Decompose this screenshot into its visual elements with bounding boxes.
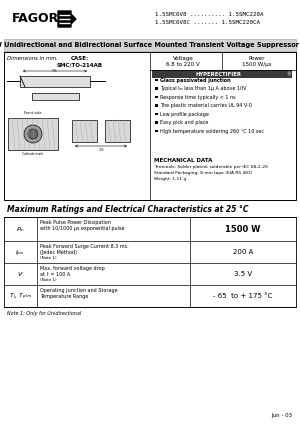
Text: Vⁱ: Vⁱ [18,272,23,277]
Text: SMC/TO-214AB: SMC/TO-214AB [57,62,103,67]
Text: Note 1: Only for Unidirectional: Note 1: Only for Unidirectional [7,311,81,316]
Circle shape [28,129,38,139]
Text: HYPERECTIFIER: HYPERECTIFIER [195,71,241,76]
Circle shape [24,125,42,143]
Bar [4,39,296,51]
Text: 1.5SMC6V8C ....... 1.5SMC220CA: 1.5SMC6V8C ....... 1.5SMC220CA [155,20,260,25]
Text: 7.6: 7.6 [52,69,58,73]
Bar [155,96,158,98]
Text: 6.8 to 220 V: 6.8 to 220 V [166,62,200,67]
Text: 200 A: 200 A [233,249,253,255]
Text: Easy pick and place: Easy pick and place [160,120,208,125]
Text: Pₘ: Pₘ [17,227,24,232]
Text: Low profile package: Low profile package [160,111,209,116]
Text: Cathode mark: Cathode mark [22,152,44,156]
Bar [4,52,296,200]
Text: FAGOR: FAGOR [12,11,59,25]
Text: Standard Packaging: 8 mm tape (EIA RS 481): Standard Packaging: 8 mm tape (EIA RS 48… [154,171,252,175]
Bar [155,113,158,115]
Text: Jun - 03: Jun - 03 [271,413,292,418]
Bar [155,87,158,90]
Bar [32,93,79,100]
Text: Typical Iₘ less than 1μ A above 10V: Typical Iₘ less than 1μ A above 10V [160,86,247,91]
Text: Response time typically < 1 ns: Response time typically < 1 ns [160,94,236,99]
Text: (Jedec Method): (Jedec Method) [40,250,77,255]
Bar [152,70,292,78]
Text: CASE:: CASE: [71,56,89,61]
Bar [155,79,158,81]
Text: High temperature soldering 260 °C 10 sec: High temperature soldering 260 °C 10 sec [160,128,264,133]
Text: Maximum Ratings and Electrical Characteristics at 25 °C: Maximum Ratings and Electrical Character… [7,205,248,214]
Text: Tⱼ, Tₚₜₘ: Tⱼ, Tₚₜₘ [10,294,31,298]
Bar [4,217,296,307]
Text: The plastic material carries UL 94 V-0: The plastic material carries UL 94 V-0 [160,103,252,108]
Text: Power: Power [249,56,265,61]
Text: Peak Pulse Power Dissipation: Peak Pulse Power Dissipation [40,220,111,225]
Text: Terminals: Solder plated, solderable per IEC 68-2-20: Terminals: Solder plated, solderable per… [154,165,268,169]
Bar [20,76,90,87]
Bar [155,104,158,107]
Text: 1500 W Unidirectional and Bidirectional Surface Mounted Transient Voltage Suppre: 1500 W Unidirectional and Bidirectional … [0,42,300,48]
Text: Operating Junction and Storage: Operating Junction and Storage [40,288,118,293]
Text: (Note 1): (Note 1) [40,278,57,282]
Text: 3.5 V: 3.5 V [234,271,252,277]
Text: 1.5SMC6V8 .......... 1.5SMC220A: 1.5SMC6V8 .......... 1.5SMC220A [155,11,263,17]
Bar [105,120,130,142]
Text: Iₚₘ: Iₚₘ [16,249,25,255]
Text: 1500 W/μs: 1500 W/μs [242,62,272,67]
Text: Temperature Range: Temperature Range [40,294,88,299]
Text: at Iⁱ = 100 A: at Iⁱ = 100 A [40,272,70,277]
Bar [155,130,158,132]
Text: MECHANICAL DATA: MECHANICAL DATA [154,158,212,163]
Text: ®: ® [286,72,291,77]
Bar [72,120,97,142]
Bar [155,121,158,124]
Text: Front side: Front side [24,111,42,115]
Text: Max. forward voltage drop: Max. forward voltage drop [40,266,105,271]
Text: (Note 1): (Note 1) [40,256,57,260]
Text: Peak Forward Surge Current 8.3 ms.: Peak Forward Surge Current 8.3 ms. [40,244,129,249]
Bar [8,118,58,150]
Text: Dimensions in mm.: Dimensions in mm. [7,56,58,61]
Text: with 10/1000 μs exponential pulse: with 10/1000 μs exponential pulse [40,226,124,231]
Text: Glass passivated junction: Glass passivated junction [160,77,231,82]
Text: Weight: 1.11 g: Weight: 1.11 g [154,177,186,181]
Text: - 65  to + 175 °C: - 65 to + 175 °C [213,293,273,299]
Text: Voltage: Voltage [172,56,194,61]
Polygon shape [58,11,76,27]
Text: 1.6: 1.6 [98,148,104,152]
Text: 1500 W: 1500 W [225,224,261,233]
